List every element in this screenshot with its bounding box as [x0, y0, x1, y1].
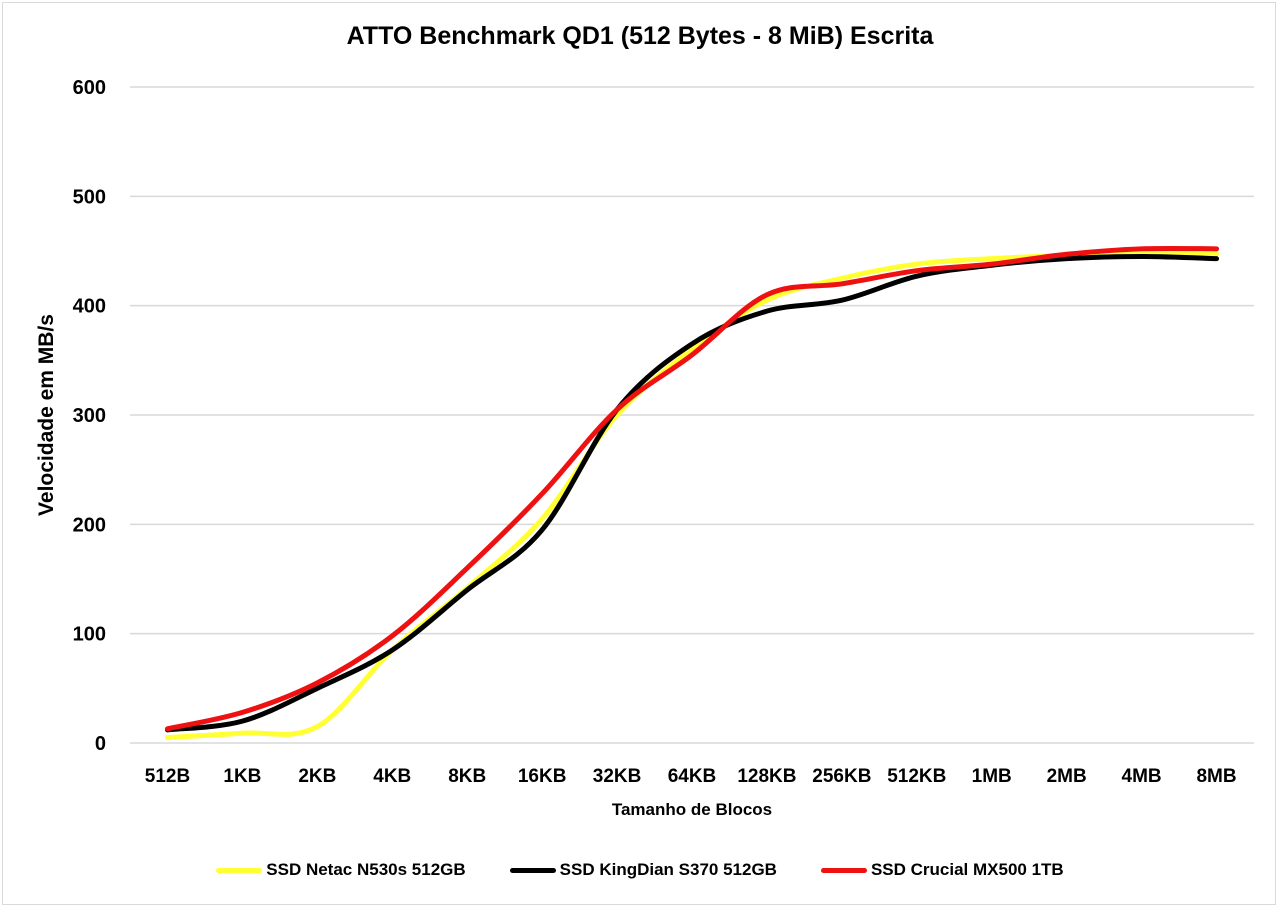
x-tick-label: 64KB	[668, 766, 717, 787]
x-tick-label: 128KB	[737, 766, 796, 787]
x-tick-label: 512B	[145, 766, 190, 787]
series-line-kingdian	[164, 253, 1220, 733]
x-tick-label: 8MB	[1196, 766, 1236, 787]
series-lines	[164, 245, 1220, 741]
x-tick-label: 32KB	[593, 766, 642, 787]
y-tick-label: 600	[73, 77, 106, 99]
y-tick-label: 0	[95, 733, 106, 755]
x-tick-label: 4MB	[1122, 766, 1162, 787]
x-tick-label: 8KB	[448, 766, 486, 787]
legend-item-netac: SSD Netac N530s 512GB	[216, 860, 466, 880]
x-tick-labels: 512B 1KB 2KB 4KB 8KB 16KB 32KB 64KB 128KB 256KB 51…	[145, 766, 1237, 787]
legend-swatch-crucial	[820, 867, 867, 873]
legend-swatch-netac	[216, 867, 263, 873]
x-tick-label: 512KB	[887, 766, 946, 787]
series-line-crucial	[164, 245, 1220, 732]
chart-title: ATTO Benchmark QD1 (512 Bytes - 8 MiB) E…	[346, 22, 934, 50]
series-line-netac	[164, 250, 1220, 741]
legend-swatch-kingdian	[509, 867, 556, 873]
x-tick-label: 4KB	[373, 766, 411, 787]
legend-item-crucial: SSD Crucial MX500 1TB	[820, 860, 1064, 880]
x-tick-label: 1KB	[223, 766, 261, 787]
y-tick-label: 200	[73, 514, 106, 536]
y-tick-label: 100	[73, 624, 106, 646]
x-tick-label: 2KB	[298, 766, 336, 787]
x-axis-label: Tamanho de Blocos	[611, 800, 773, 819]
gridlines	[130, 86, 1254, 744]
y-tick-label: 400	[73, 296, 106, 318]
legend: SSD Netac N530s 512GB SSD KingDian S370 …	[0, 860, 1280, 880]
legend-item-kingdian: SSD KingDian S370 512GB	[509, 860, 777, 880]
x-tick-label: 2MB	[1047, 766, 1087, 787]
y-tick-labels: 0 100 200 300 400 500 600	[73, 77, 106, 755]
legend-label-crucial: SSD Crucial MX500 1TB	[870, 860, 1064, 879]
y-tick-label: 500	[73, 186, 106, 208]
y-tick-label: 300	[73, 405, 106, 427]
x-tick-label: 256KB	[812, 766, 871, 787]
legend-label-netac: SSD Netac N530s 512GB	[266, 860, 466, 879]
x-tick-label: 1MB	[972, 766, 1012, 787]
legend-label-kingdian: SSD KingDian S370 512GB	[559, 860, 777, 879]
x-tick-label: 16KB	[518, 766, 567, 787]
